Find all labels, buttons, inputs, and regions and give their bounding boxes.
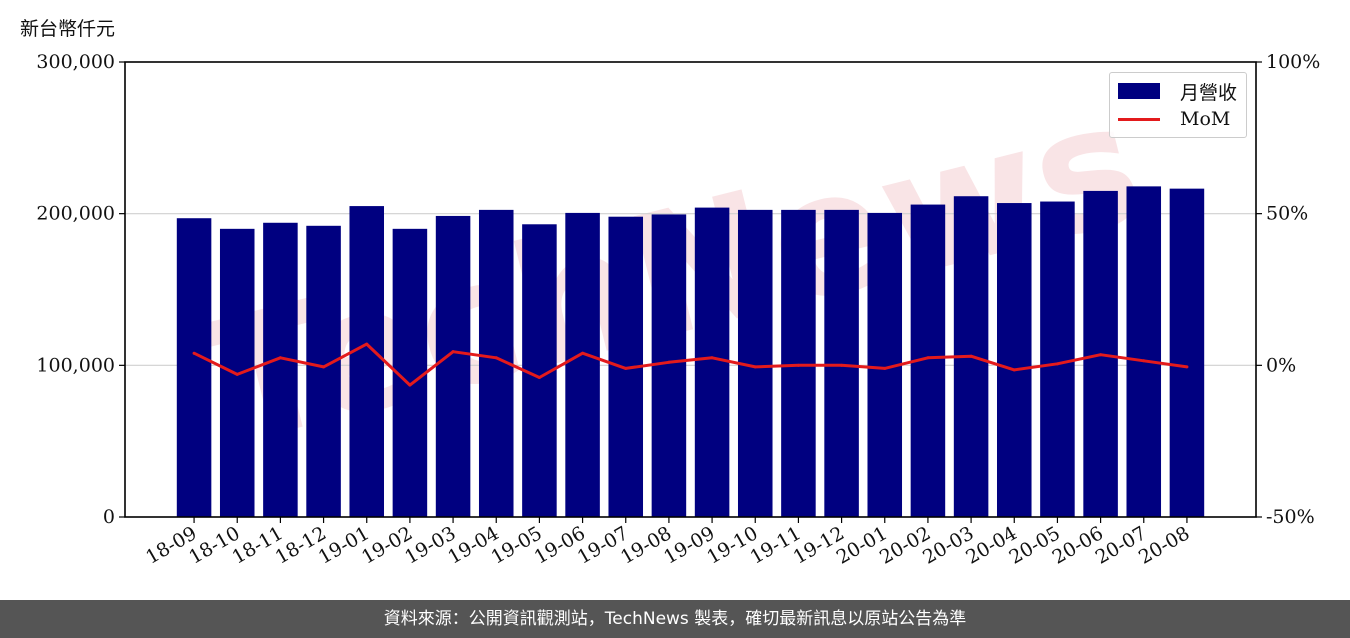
mom-point-19-10 [753, 365, 757, 369]
legend-item-revenue: 月營收 [1118, 79, 1238, 104]
mom-series [192, 342, 1189, 387]
legend-item-mom: MoM [1118, 107, 1230, 131]
mom-point-19-06 [581, 351, 585, 355]
y-left-tick-label: 200,000 [36, 203, 115, 225]
mom-point-20-01 [883, 366, 887, 370]
plot-frame [124, 61, 1257, 518]
mom-point-19-03 [451, 350, 455, 354]
mom-point-20-02 [926, 356, 930, 360]
bar-20-08 [1169, 188, 1205, 517]
bar-19-06 [565, 212, 600, 518]
bar-19-09 [694, 207, 730, 517]
bar-19-03 [435, 215, 471, 518]
bar-20-05 [1040, 201, 1075, 518]
mom-point-18-12 [322, 365, 326, 369]
bar-19-01 [349, 206, 385, 518]
mom-point-20-06 [1099, 353, 1103, 357]
mom-line [193, 342, 1188, 387]
y-left-tick-label: 100,000 [36, 354, 115, 376]
bar-18-12 [306, 225, 341, 518]
bar-18-11 [263, 222, 298, 517]
legend: 月營收 MoM [1109, 72, 1247, 138]
legend-swatch-bar [1118, 83, 1160, 99]
mom-point-19-12 [840, 363, 844, 367]
bar-19-11 [781, 209, 816, 517]
x-tick-label: 20-08 [1135, 522, 1193, 568]
y-right-tick-label: 50% [1266, 203, 1308, 225]
mom-point-19-05 [537, 375, 541, 379]
bar-19-08 [651, 214, 687, 518]
y-left-tick-label: 300,000 [36, 51, 115, 73]
revenue-chart: TechNews 18-0918-1018-1118-1219-0119-021… [36, 51, 1320, 569]
mom-point-19-02 [408, 383, 412, 387]
bar-19-12 [824, 209, 859, 517]
mom-point-18-09 [192, 351, 196, 355]
axes [119, 61, 1262, 523]
y-right-tick-label: 100% [1266, 51, 1320, 73]
mom-point-19-11 [796, 363, 800, 367]
mom-point-20-03 [969, 354, 973, 358]
mom-point-20-07 [1142, 359, 1146, 363]
source-footer: 資料來源：公開資訊觀測站，TechNews 製表，確切最新訊息以原站公告為準 [0, 600, 1350, 638]
mom-point-20-05 [1055, 362, 1059, 366]
y-right-tick-label: -50% [1266, 506, 1315, 528]
legend-label-mom: MoM [1180, 108, 1231, 130]
right-y-tick-labels: -50% 0% 50% 100% [1266, 51, 1320, 528]
bar-series [176, 186, 1205, 518]
y-axis-unit-label: 新台幣仟元 [20, 18, 116, 40]
mom-point-20-08 [1185, 365, 1189, 369]
mom-point-19-01 [365, 342, 369, 346]
legend-label-revenue: 月營收 [1180, 81, 1238, 104]
bar-20-07 [1126, 186, 1162, 517]
mom-point-20-04 [1012, 368, 1016, 372]
y-left-tick-label: 0 [103, 506, 115, 528]
mom-point-19-09 [710, 356, 714, 360]
mom-point-18-10 [235, 372, 239, 376]
mom-point-19-08 [667, 360, 671, 364]
left-y-tick-labels: 0 100,000 200,000 300,000 [36, 51, 115, 528]
mom-point-19-04 [494, 356, 498, 360]
mom-point-19-07 [624, 366, 628, 370]
y-right-tick-label: 0% [1266, 354, 1296, 376]
bar-18-09 [176, 218, 212, 517]
bar-20-04 [996, 203, 1032, 518]
x-tick-labels: 18-0918-1018-1118-1219-0119-0219-0319-04… [142, 522, 1193, 568]
legend-swatch-line [1118, 117, 1160, 121]
mom-point-18-11 [278, 356, 282, 360]
